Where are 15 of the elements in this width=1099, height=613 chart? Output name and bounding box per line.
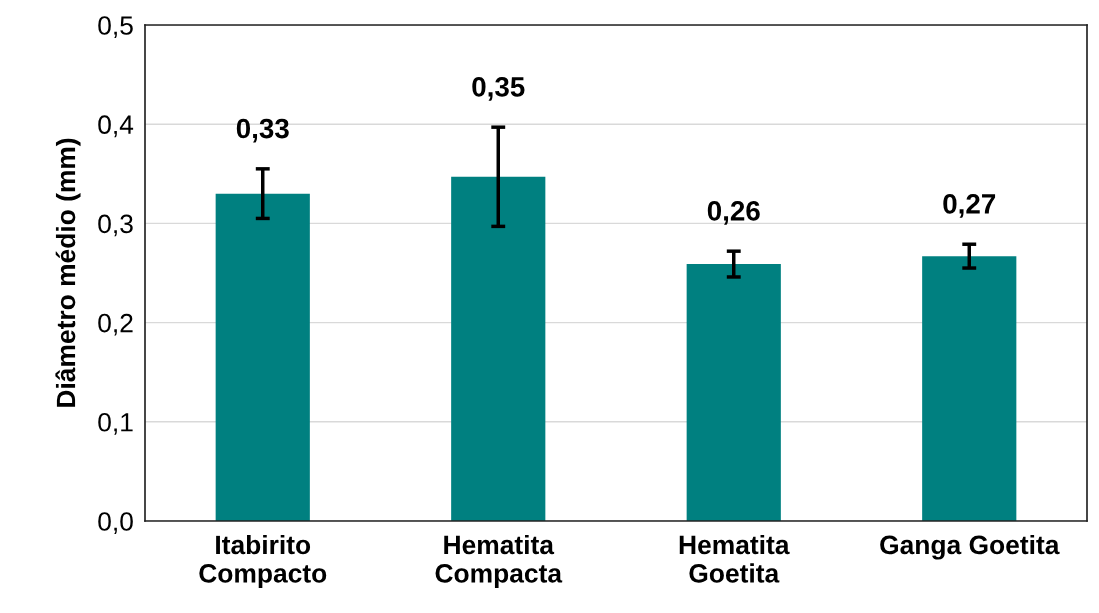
data-label: 0,27: [943, 194, 996, 218]
x-tick-label: Itabirito Compacto: [199, 534, 327, 588]
y-axis-title: Diâmetro médio (mm): [55, 138, 81, 407]
data-label: 0,35: [472, 77, 525, 101]
y-tick-label: 0,3: [98, 214, 133, 237]
x-tick-label: Hematita Compacta: [435, 534, 563, 588]
x-tick-label: Ganga Goetita: [880, 534, 1060, 560]
y-tick-label: 0,2: [98, 313, 133, 336]
data-label: 0,26: [707, 201, 760, 225]
x-tick-label: Hematita Goetita: [679, 534, 790, 583]
y-tick-label: 0,1: [98, 412, 133, 435]
y-tick-label: 0,4: [98, 115, 134, 138]
y-tick-label: 0,0: [98, 512, 133, 534]
y-tick-label: 0,5: [98, 16, 133, 38]
data-label: 0,33: [236, 118, 289, 143]
